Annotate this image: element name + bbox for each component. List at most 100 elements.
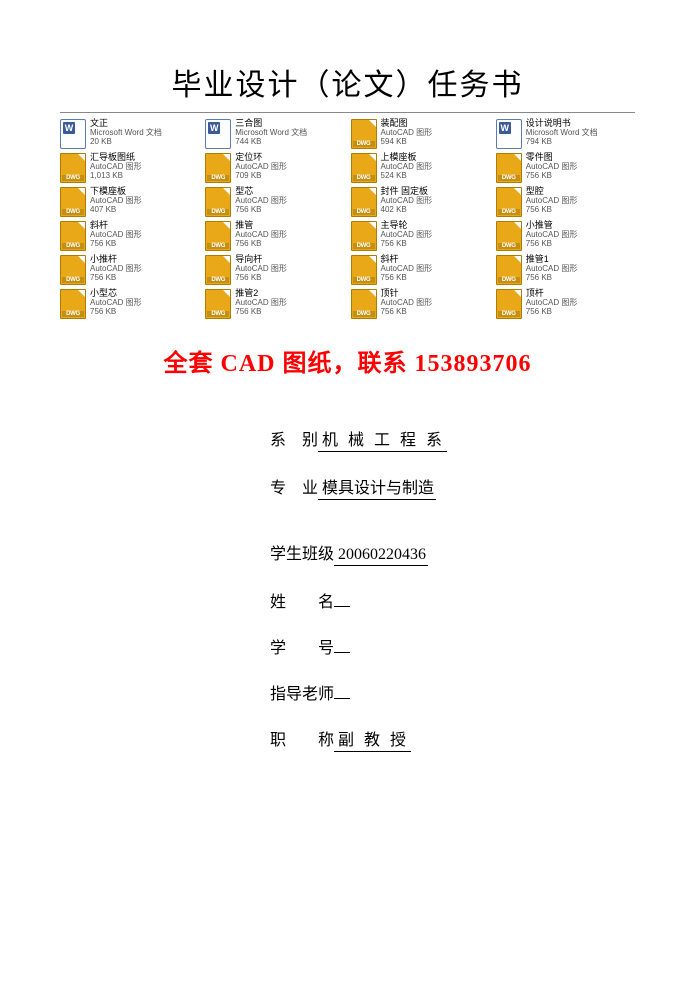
row-major: 专 业 模具设计与制造 <box>270 474 635 500</box>
file-item[interactable]: 小推管AutoCAD 图形756 KB <box>496 221 635 251</box>
major-value: 模具设计与制造 <box>318 474 436 500</box>
dept-label: 系 别 <box>270 426 318 450</box>
file-text: 导向杆AutoCAD 图形756 KB <box>235 255 287 282</box>
id-label: 学 号 <box>270 634 334 658</box>
file-size: 20 KB <box>90 138 162 147</box>
file-item[interactable]: 推管AutoCAD 图形756 KB <box>205 221 344 251</box>
file-item[interactable]: 小推杆AutoCAD 图形756 KB <box>60 255 199 285</box>
file-text: 推管1AutoCAD 图形756 KB <box>526 255 578 282</box>
file-text: 型芯AutoCAD 图形756 KB <box>235 187 287 214</box>
file-text: 上模座板AutoCAD 图形524 KB <box>381 153 433 180</box>
file-item[interactable]: 零件图AutoCAD 图形756 KB <box>496 153 635 183</box>
file-item[interactable]: 主导轮AutoCAD 图形756 KB <box>351 221 490 251</box>
file-item[interactable]: 小型芯AutoCAD 图形756 KB <box>60 289 199 319</box>
dwg-icon <box>351 153 377 183</box>
file-size: 402 KB <box>381 206 433 215</box>
file-size: 756 KB <box>526 274 578 283</box>
file-item[interactable]: 推管1AutoCAD 图形756 KB <box>496 255 635 285</box>
file-size: 524 KB <box>381 172 433 181</box>
dwg-icon <box>496 187 522 217</box>
file-size: 756 KB <box>381 308 433 317</box>
file-size: 756 KB <box>235 240 287 249</box>
file-item[interactable]: 顶针AutoCAD 图形756 KB <box>351 289 490 319</box>
file-text: 小推管AutoCAD 图形756 KB <box>526 221 578 248</box>
horizontal-rule <box>60 112 635 113</box>
dwg-icon <box>60 289 86 319</box>
file-thumbnail-grid: 文正Microsoft Word 文档20 KB 三合图Microsoft Wor… <box>60 119 635 319</box>
file-size: 756 KB <box>235 274 287 283</box>
row-advisor: 指导老师 <box>270 680 635 704</box>
dwg-icon <box>351 289 377 319</box>
row-department: 系 别 机 械 工 程 系 <box>270 426 635 452</box>
file-item[interactable]: 装配图AutoCAD 图形594 KB <box>351 119 490 149</box>
file-text: 设计说明书Microsoft Word 文档794 KB <box>526 119 598 146</box>
info-form: 系 别 机 械 工 程 系 专 业 模具设计与制造 学生班级 200602204… <box>270 426 635 752</box>
dwg-icon <box>60 255 86 285</box>
class-label: 学生班级 <box>270 540 334 564</box>
title-label: 职 称 <box>270 726 334 750</box>
file-item[interactable]: 上模座板AutoCAD 图形524 KB <box>351 153 490 183</box>
file-item[interactable]: 汇导板图纸AutoCAD 图形1,013 KB <box>60 153 199 183</box>
dwg-icon <box>351 119 377 149</box>
word-icon <box>60 119 86 149</box>
dwg-icon <box>351 221 377 251</box>
dwg-icon <box>351 187 377 217</box>
row-title: 职 称 副 教 授 <box>270 726 635 752</box>
file-size: 756 KB <box>526 308 578 317</box>
file-item[interactable]: 推管2AutoCAD 图形756 KB <box>205 289 344 319</box>
dwg-icon <box>205 289 231 319</box>
dwg-icon <box>496 289 522 319</box>
file-text: 顶针AutoCAD 图形756 KB <box>381 289 433 316</box>
file-text: 小型芯AutoCAD 图形756 KB <box>90 289 142 316</box>
file-size: 794 KB <box>526 138 598 147</box>
file-text: 下模座板AutoCAD 图形407 KB <box>90 187 142 214</box>
dwg-icon <box>205 221 231 251</box>
file-item[interactable]: 文正Microsoft Word 文档20 KB <box>60 119 199 149</box>
file-item[interactable]: 三合图Microsoft Word 文档744 KB <box>205 119 344 149</box>
dwg-icon <box>351 255 377 285</box>
file-item[interactable]: 型腔AutoCAD 图形756 KB <box>496 187 635 217</box>
file-item[interactable]: 斜杆AutoCAD 图形756 KB <box>351 255 490 285</box>
name-label: 姓 名 <box>270 588 334 612</box>
file-item[interactable]: 顶杆AutoCAD 图形756 KB <box>496 289 635 319</box>
file-text: 零件图AutoCAD 图形756 KB <box>526 153 578 180</box>
file-text: 装配图AutoCAD 图形594 KB <box>381 119 433 146</box>
dept-value: 机 械 工 程 系 <box>318 426 447 452</box>
file-item[interactable]: 封件 固定板AutoCAD 图形402 KB <box>351 187 490 217</box>
file-text: 主导轮AutoCAD 图形756 KB <box>381 221 433 248</box>
document-title: 毕业设计（论文）任务书 <box>60 60 635 104</box>
dwg-icon <box>205 187 231 217</box>
file-size: 407 KB <box>90 206 142 215</box>
file-item[interactable]: 定位环AutoCAD 图形709 KB <box>205 153 344 183</box>
file-size: 744 KB <box>235 138 307 147</box>
file-text: 汇导板图纸AutoCAD 图形1,013 KB <box>90 153 142 180</box>
major-label: 专 业 <box>270 474 318 498</box>
file-size: 756 KB <box>90 240 142 249</box>
file-item[interactable]: 斜杆AutoCAD 图形756 KB <box>60 221 199 251</box>
dwg-icon <box>496 153 522 183</box>
file-item[interactable]: 型芯AutoCAD 图形756 KB <box>205 187 344 217</box>
class-value: 20060220436 <box>334 546 428 566</box>
file-text: 推管2AutoCAD 图形756 KB <box>235 289 287 316</box>
file-size: 756 KB <box>90 274 142 283</box>
file-text: 斜杆AutoCAD 图形756 KB <box>90 221 142 248</box>
file-item[interactable]: 设计说明书Microsoft Word 文档794 KB <box>496 119 635 149</box>
file-size: 756 KB <box>381 274 433 283</box>
word-icon <box>496 119 522 149</box>
file-text: 小推杆AutoCAD 图形756 KB <box>90 255 142 282</box>
dwg-icon <box>60 221 86 251</box>
file-size: 756 KB <box>381 240 433 249</box>
advisor-value <box>334 697 350 699</box>
file-size: 594 KB <box>381 138 433 147</box>
file-item[interactable]: 导向杆AutoCAD 图形756 KB <box>205 255 344 285</box>
file-text: 三合图Microsoft Word 文档744 KB <box>235 119 307 146</box>
file-text: 定位环AutoCAD 图形709 KB <box>235 153 287 180</box>
file-item[interactable]: 下模座板AutoCAD 图形407 KB <box>60 187 199 217</box>
title-value: 副 教 授 <box>334 726 411 752</box>
advisor-label: 指导老师 <box>270 680 334 704</box>
file-size: 709 KB <box>235 172 287 181</box>
dwg-icon <box>496 255 522 285</box>
file-text: 推管AutoCAD 图形756 KB <box>235 221 287 248</box>
file-size: 756 KB <box>526 240 578 249</box>
file-size: 756 KB <box>235 308 287 317</box>
